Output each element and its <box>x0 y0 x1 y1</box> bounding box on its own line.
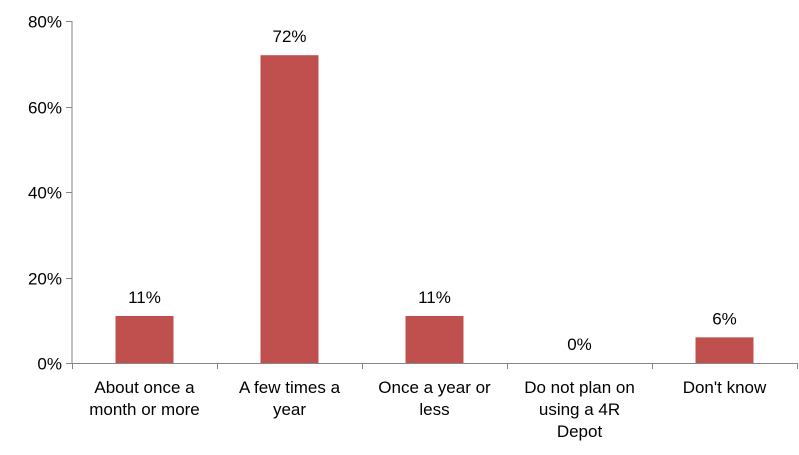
category-label-line: About once a <box>94 378 195 397</box>
y-tick-label: 0% <box>37 355 62 374</box>
category-label: Don't know <box>683 378 767 397</box>
bars <box>115 55 754 363</box>
category-label-line: Depot <box>557 422 603 441</box>
data-labels: 11% 72% 11% 0% 6% <box>128 27 737 354</box>
y-tick-label: 40% <box>28 184 62 203</box>
category-label-line: Don't know <box>683 378 767 397</box>
category-label: Once a year or less <box>378 378 491 419</box>
category-label-line: Once a year or <box>378 378 491 397</box>
y-axis: 0% 20% 40% 60% 80% <box>28 13 73 374</box>
category-label: Do not plan on using a 4R Depot <box>524 378 635 441</box>
category-labels: About once a month or more A few times a ye… <box>89 378 767 441</box>
y-tick-label: 60% <box>28 99 62 118</box>
bar <box>405 315 464 363</box>
category-label-line: using a 4R <box>539 400 620 419</box>
data-label: 72% <box>272 27 306 46</box>
bar <box>115 315 174 363</box>
y-tick-label: 20% <box>28 270 62 289</box>
category-label-line: Do not plan on <box>524 378 635 397</box>
category-label-line: month or more <box>89 400 200 419</box>
data-label: 0% <box>567 335 592 354</box>
category-label: A few times a year <box>239 378 341 419</box>
category-label-line: less <box>419 400 449 419</box>
data-label: 11% <box>418 288 451 307</box>
y-tick-label: 80% <box>28 13 62 32</box>
category-label-line: A few times a <box>239 378 341 397</box>
x-axis <box>72 363 798 369</box>
bar <box>260 55 319 363</box>
category-label-line: year <box>273 400 306 419</box>
category-label: About once a month or more <box>89 378 200 419</box>
bar <box>695 337 754 363</box>
data-label: 11% <box>128 288 161 307</box>
data-label: 6% <box>712 309 737 328</box>
